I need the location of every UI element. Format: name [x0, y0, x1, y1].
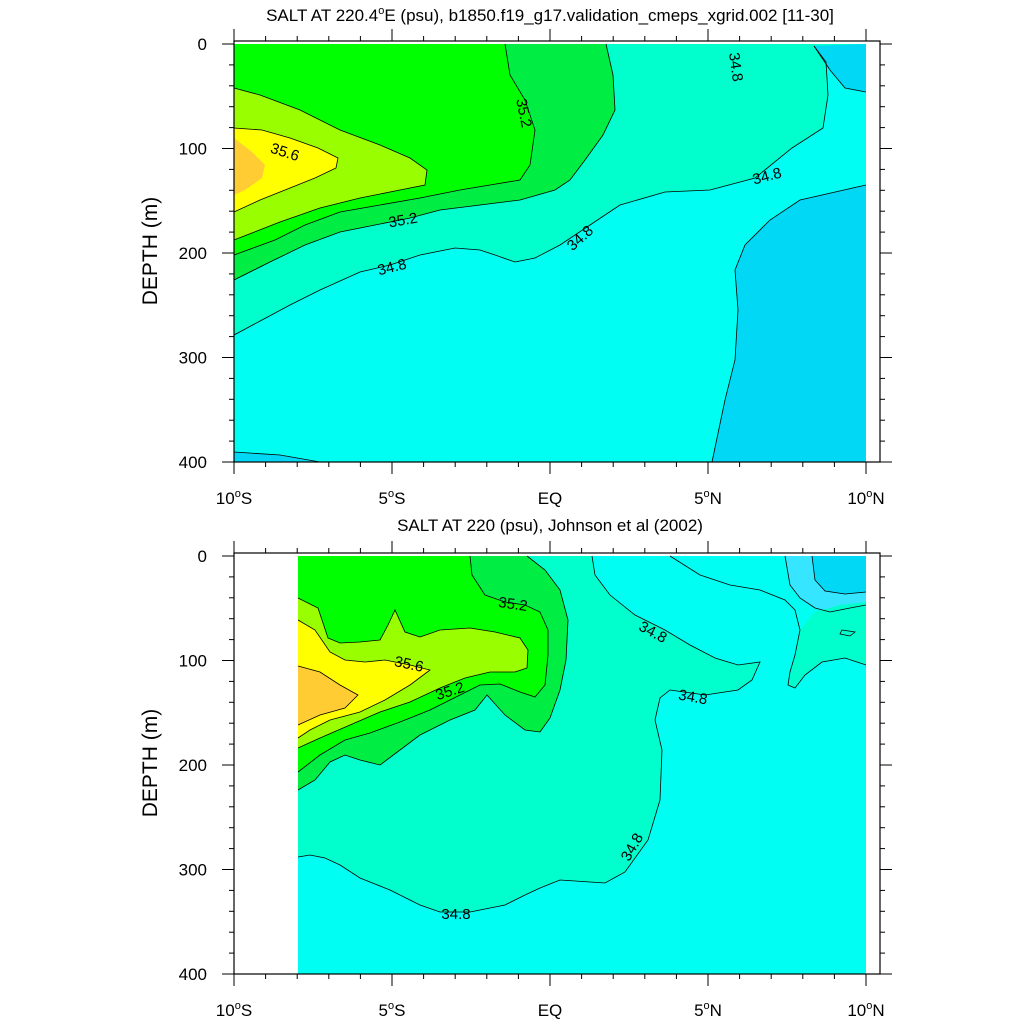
bottom-y-tick-label: 0: [198, 547, 207, 566]
bottom-contour-line: [297, 555, 549, 773]
top-contour-line: [233, 43, 536, 256]
top-panel: SALT AT 220.4oE (psu), b1850.f19_g17.val…: [139, 5, 892, 508]
bottom-y-ticks: 0 100 200 300 400: [179, 547, 892, 984]
bottom-contour-labels: 35.2 35.6 35.2 34.8 34.8 34.8 34.8: [393, 594, 709, 923]
bottom-x-ticks: 10oS 5oS EQ 5oN 10oN: [216, 541, 885, 1020]
bottom-contour-label: 35.6: [393, 653, 425, 676]
top-x-tick-label: 10oN: [847, 488, 884, 508]
bottom-fill-missing: [234, 556, 298, 974]
bottom-fill-34.8-35.0-east-patch: [788, 602, 866, 688]
bottom-contour-line: [811, 555, 867, 595]
bottom-contour-line: [297, 555, 569, 791]
bottom-contour-line: [839, 629, 856, 637]
top-y-tick-label: 400: [179, 453, 207, 472]
top-x-tick-label: EQ: [538, 489, 563, 508]
top-contour-lines: [233, 43, 867, 463]
bottom-y-tick-label: 300: [179, 861, 207, 880]
bottom-fill-gt-35.8: [298, 666, 358, 725]
top-contour-line: [233, 43, 616, 281]
top-fill-le-34.5-bottom: [234, 452, 320, 462]
bottom-contour-label: 34.8: [441, 906, 470, 923]
bottom-contour-line: [297, 665, 359, 726]
top-y-ticks: 0 100 200 300 400: [179, 35, 892, 472]
top-panel-title: SALT AT 220.4oE (psu), b1850.f19_g17.val…: [266, 5, 834, 25]
bottom-contour-label: 35.2: [497, 594, 528, 615]
top-y-tick-label: 100: [179, 140, 207, 159]
top-contour-fill: [234, 44, 866, 462]
bottom-contour-line: [784, 555, 867, 613]
top-contour-line: [233, 127, 339, 213]
bottom-x-tick-label: 5oS: [379, 1000, 406, 1020]
bottom-x-tick-label: 5oN: [694, 1000, 722, 1020]
top-contour-label: 34.8: [751, 164, 784, 188]
top-fill-35.6-35.8: [234, 128, 338, 212]
top-contour-label: 35.2: [387, 210, 419, 232]
bottom-y-axis-label: DEPTH (m): [139, 709, 162, 818]
top-contour-line: [233, 451, 321, 463]
bottom-x-tick-label: EQ: [538, 1001, 563, 1020]
bottom-contour-label: 34.8: [677, 687, 709, 709]
top-contour-label: 35.2: [512, 97, 535, 129]
top-contour-line: [233, 87, 428, 241]
top-x-ticks: 10oS 5oS EQ 5oN 10oN: [216, 29, 885, 508]
bottom-fill-le-34.5: [812, 556, 866, 594]
top-plot-frame: [233, 40, 881, 463]
bottom-panel-title: SALT AT 220 (psu), Johnson et al (2002): [397, 516, 703, 535]
bottom-contour-line: [297, 597, 529, 749]
bottom-y-tick-label: 100: [179, 652, 207, 671]
bottom-x-tick-label: 10oS: [216, 1000, 252, 1020]
bottom-contour-line: [297, 555, 761, 913]
bottom-y-tick-label: 200: [179, 756, 207, 775]
top-contour-line: [233, 45, 829, 336]
top-x-tick-label: 5oN: [694, 488, 722, 508]
bottom-plot-frame: [233, 552, 881, 975]
top-contour-line: [711, 184, 867, 463]
top-fill-gt-35.8: [234, 138, 265, 195]
top-fill-le-34.5-east: [712, 185, 866, 462]
top-contour-labels: 35.6 35.2 35.2 34.8 34.8 34.8 34.8: [268, 51, 783, 279]
top-contour-line: [813, 45, 867, 93]
bottom-contour-line: [297, 619, 431, 739]
bottom-x-tick-label: 10oN: [847, 1000, 884, 1020]
top-fill-le-34.5-surface: [814, 44, 866, 92]
top-contour-label: 34.8: [376, 256, 408, 280]
bottom-contour-lines: [297, 555, 867, 913]
bottom-y-tick-label: 400: [179, 965, 207, 984]
bottom-contour-line: [669, 555, 867, 689]
top-x-tick-label: 10oS: [216, 488, 252, 508]
top-y-tick-label: 300: [179, 349, 207, 368]
top-y-tick-label: 200: [179, 244, 207, 263]
bottom-contour-fill: [234, 556, 866, 974]
top-contour-label: 34.8: [725, 51, 746, 82]
top-y-axis-label: DEPTH (m): [139, 197, 162, 306]
top-x-tick-label: 5oS: [379, 488, 406, 508]
bottom-panel: SALT AT 220 (psu), Johnson et al (2002): [139, 516, 892, 1020]
top-y-tick-label: 0: [198, 35, 207, 54]
